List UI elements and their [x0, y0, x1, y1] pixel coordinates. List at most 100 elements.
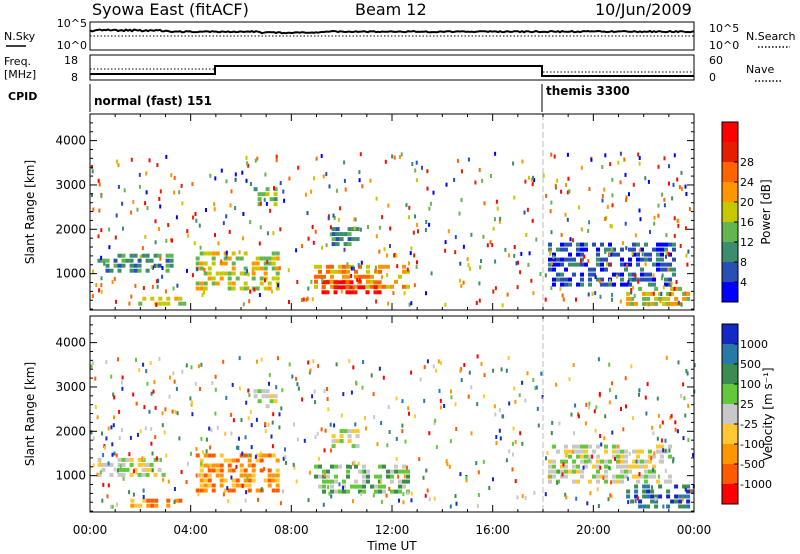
data-cell — [640, 449, 644, 454]
data-cell — [279, 501, 282, 506]
data-cell — [386, 474, 390, 479]
data-cell — [321, 285, 326, 290]
data-cell — [688, 207, 691, 212]
data-cell — [349, 280, 354, 285]
data-cell — [548, 474, 552, 479]
data-cell — [275, 154, 278, 159]
data-cell — [358, 489, 362, 494]
data-cell — [276, 356, 279, 361]
data-cell — [169, 253, 174, 258]
data-cell — [666, 504, 671, 509]
data-cell — [630, 297, 633, 302]
data-cell — [435, 368, 438, 373]
data-cell — [305, 297, 308, 302]
data-cell — [565, 495, 568, 500]
data-cell — [165, 453, 168, 458]
data-cell — [684, 413, 687, 418]
data-cell — [117, 184, 120, 189]
data-cell — [257, 192, 262, 197]
data-cell — [235, 276, 240, 281]
data-cell — [92, 269, 94, 274]
data-cell — [682, 291, 687, 296]
data-cell — [155, 456, 158, 461]
data-cell — [211, 251, 216, 256]
data-cell — [618, 459, 621, 464]
data-cell — [406, 465, 408, 470]
data-cell — [231, 488, 236, 493]
data-cell — [654, 494, 659, 499]
data-cell — [300, 298, 303, 302]
data-cell — [320, 427, 323, 432]
data-cell — [137, 457, 142, 462]
data-cell — [145, 190, 148, 195]
data-cell — [382, 489, 386, 494]
data-cell — [532, 378, 535, 382]
data-cell — [475, 461, 478, 466]
data-cell — [280, 406, 283, 411]
data-cell — [244, 498, 247, 503]
data-cell — [261, 389, 266, 394]
data-cell — [157, 457, 162, 462]
data-cell — [142, 498, 147, 503]
data-cell — [456, 158, 459, 163]
data-cell — [100, 228, 103, 233]
data-cell — [235, 458, 240, 463]
data-cell — [318, 464, 322, 469]
data-cell — [247, 488, 252, 493]
power-colorbar-label: Power [dB] — [759, 179, 773, 244]
data-cell — [121, 472, 126, 477]
data-cell — [361, 184, 364, 189]
data-cell — [174, 498, 179, 503]
data-cell — [329, 422, 332, 427]
data-cell — [165, 154, 168, 159]
data-cell — [343, 242, 348, 247]
data-cell — [166, 503, 171, 508]
data-cell — [370, 274, 374, 279]
data-cell — [359, 227, 362, 232]
data-cell — [353, 460, 356, 465]
data-cell — [416, 260, 418, 265]
colorbar-segment — [722, 484, 738, 504]
data-cell — [676, 429, 679, 434]
data-cell — [560, 247, 564, 252]
data-cell — [402, 484, 406, 489]
data-cell — [117, 472, 122, 477]
data-cell — [211, 276, 216, 281]
data-cell — [506, 292, 509, 297]
data-cell — [403, 291, 406, 296]
data-cell — [297, 386, 300, 391]
data-cell — [199, 261, 204, 266]
data-cell — [493, 404, 496, 409]
data-cell — [476, 402, 479, 407]
data-cell — [492, 368, 495, 373]
data-cell — [207, 276, 212, 281]
data-cell — [322, 484, 326, 489]
data-cell — [350, 484, 354, 489]
data-cell — [616, 459, 620, 464]
data-cell — [101, 258, 106, 263]
data-cell — [153, 253, 158, 258]
data-cell — [343, 247, 346, 252]
data-cell — [259, 468, 264, 473]
data-cell — [619, 180, 622, 185]
data-cell — [362, 360, 365, 364]
data-cell — [347, 434, 352, 439]
data-cell — [288, 362, 291, 367]
data-cell — [625, 198, 627, 203]
data-cell — [235, 464, 238, 469]
data-cell — [470, 431, 473, 436]
data-cell — [664, 262, 668, 267]
data-cell — [656, 267, 660, 272]
data-cell — [620, 474, 624, 479]
data-cell — [129, 457, 134, 462]
data-cell — [548, 242, 552, 247]
data-cell — [423, 398, 426, 403]
data-cell — [117, 457, 122, 462]
data-cell — [106, 494, 109, 499]
data-cell — [152, 389, 155, 394]
data-cell — [173, 500, 176, 505]
data-cell — [359, 152, 362, 157]
data-cell — [378, 366, 381, 371]
data-cell — [196, 267, 199, 272]
data-cell — [121, 457, 126, 462]
